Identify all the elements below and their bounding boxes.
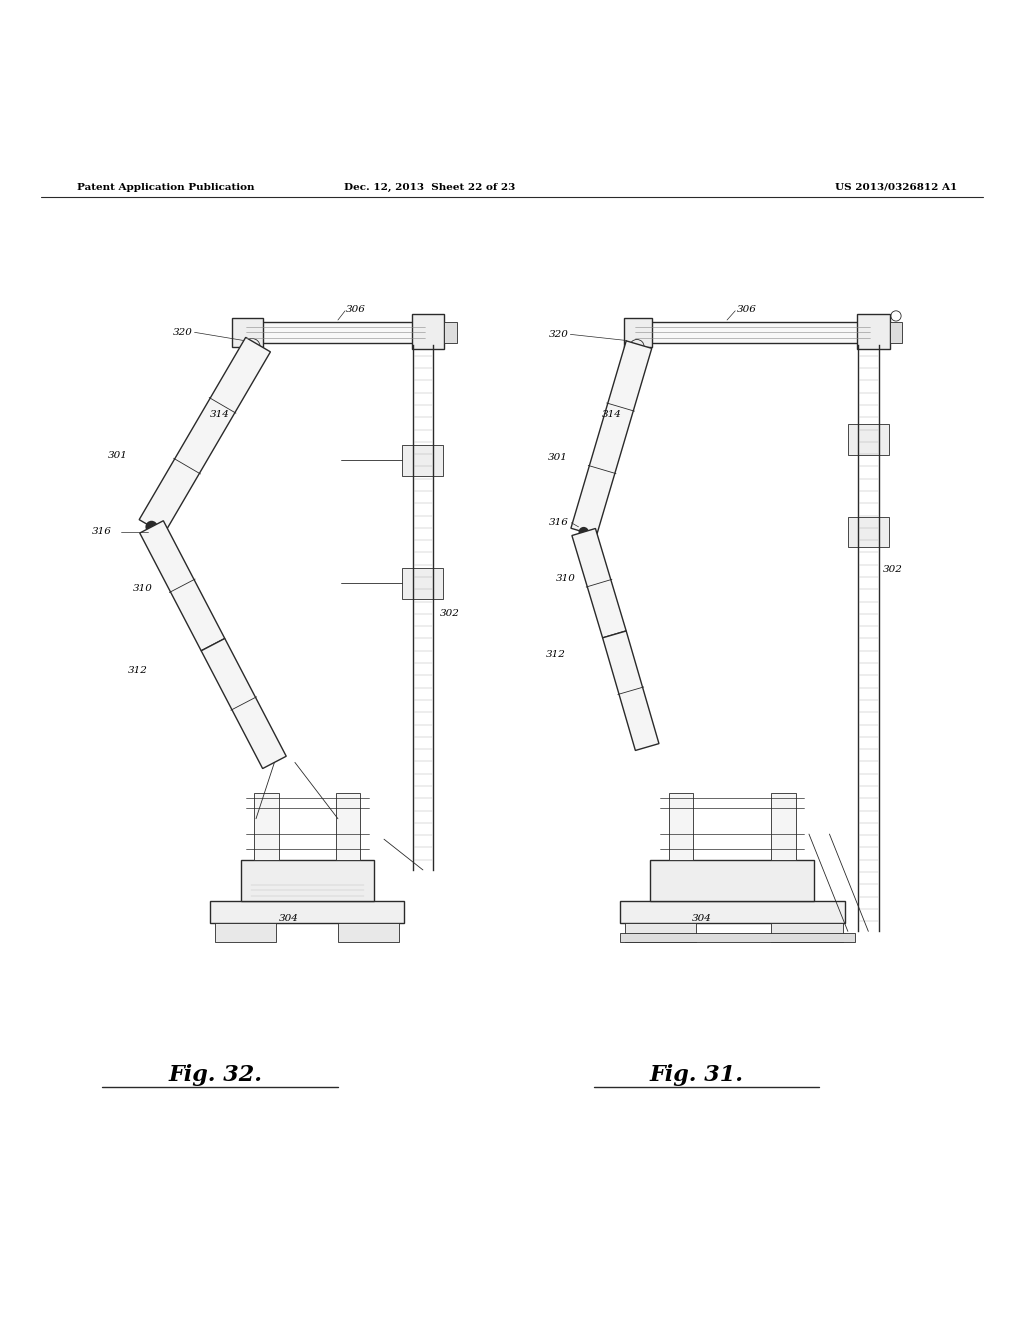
Bar	[241, 322, 430, 343]
Text: US 2013/0326812 A1: US 2013/0326812 A1	[836, 183, 957, 191]
Bar	[210, 900, 404, 923]
Bar	[890, 322, 902, 343]
Text: 301: 301	[548, 453, 567, 462]
Bar	[848, 516, 889, 548]
Text: 316: 316	[549, 519, 568, 527]
Circle shape	[145, 520, 158, 533]
Text: 314: 314	[602, 409, 622, 418]
Bar	[338, 923, 399, 941]
Bar	[650, 859, 814, 900]
Polygon shape	[602, 631, 659, 751]
Bar	[254, 793, 279, 859]
Bar	[624, 318, 652, 347]
Bar	[232, 318, 263, 347]
Text: 302: 302	[883, 565, 902, 574]
Text: Dec. 12, 2013  Sheet 22 of 23: Dec. 12, 2013 Sheet 22 of 23	[344, 183, 516, 191]
Bar	[336, 793, 360, 859]
Polygon shape	[572, 528, 626, 638]
Bar	[241, 859, 374, 900]
Bar	[215, 923, 276, 941]
Text: 310: 310	[556, 574, 575, 582]
Text: 314: 314	[210, 409, 229, 418]
Bar	[669, 793, 693, 859]
Bar	[444, 322, 457, 343]
Bar	[857, 314, 890, 348]
Bar	[771, 793, 796, 859]
Text: 302: 302	[440, 610, 460, 618]
Text: 301: 301	[108, 450, 127, 459]
Polygon shape	[139, 338, 270, 535]
Bar	[848, 425, 889, 455]
Text: Fig. 32.: Fig. 32.	[168, 1064, 262, 1086]
Text: 312: 312	[128, 665, 147, 675]
Text: 304: 304	[279, 913, 299, 923]
Bar	[412, 314, 444, 348]
Bar	[630, 322, 876, 343]
Text: 316: 316	[92, 528, 112, 536]
Bar	[402, 445, 443, 475]
Circle shape	[579, 527, 589, 537]
Bar	[620, 900, 845, 923]
Bar	[625, 923, 696, 941]
Bar	[620, 933, 855, 941]
Bar	[771, 923, 843, 941]
Text: 304: 304	[691, 913, 712, 923]
Bar	[402, 568, 443, 598]
Text: 320: 320	[173, 327, 193, 337]
Polygon shape	[139, 520, 225, 651]
Text: 312: 312	[546, 651, 565, 660]
Polygon shape	[571, 341, 651, 536]
Text: Fig. 31.: Fig. 31.	[649, 1064, 743, 1086]
Text: 306: 306	[737, 305, 757, 314]
Text: Patent Application Publication: Patent Application Publication	[77, 183, 254, 191]
Polygon shape	[201, 639, 287, 768]
Text: 310: 310	[133, 583, 153, 593]
Text: 306: 306	[346, 305, 366, 314]
Text: 320: 320	[549, 330, 568, 339]
